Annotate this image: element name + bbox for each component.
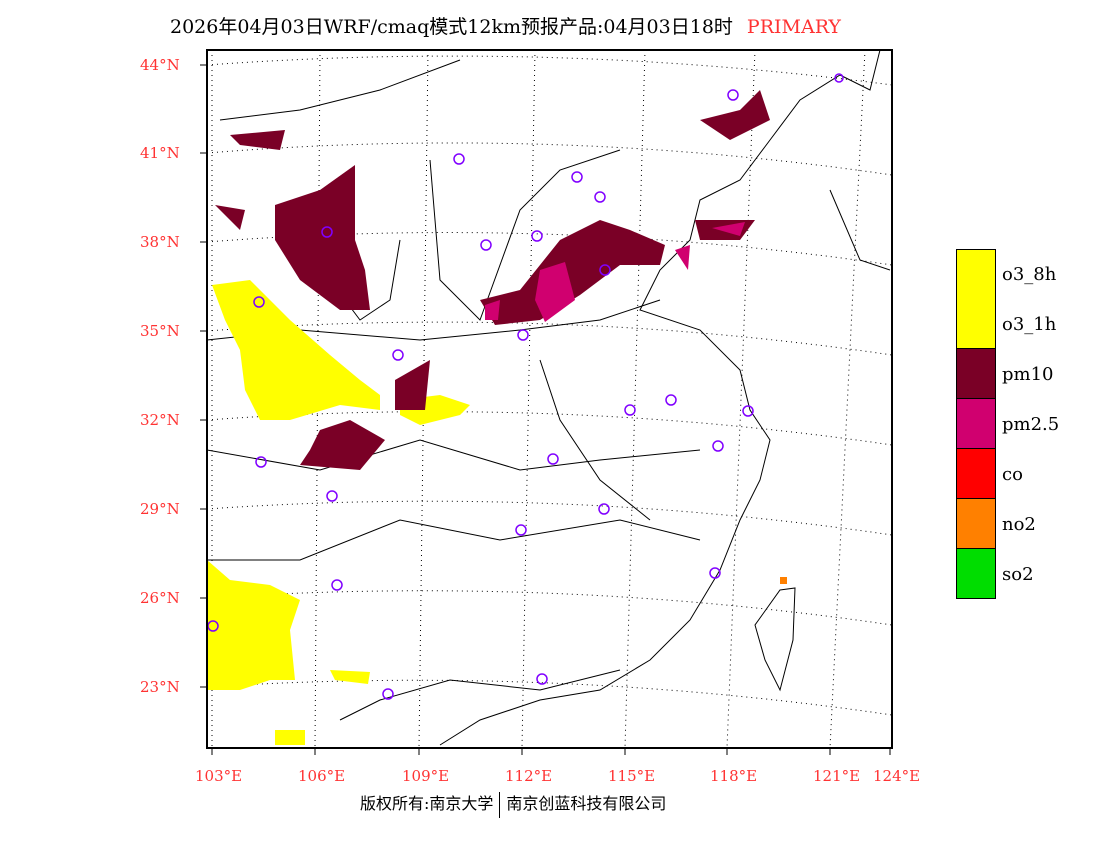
legend: o3_8h o3_1h pm10 pm2.5 co no2 so2	[956, 248, 1059, 599]
lat-label: 41°N	[140, 144, 180, 162]
lat-label: 44°N	[140, 56, 180, 74]
legend-swatch	[956, 399, 996, 449]
product-label: PRIMARY	[746, 16, 841, 38]
legend-swatch	[956, 499, 996, 549]
axis-ticks	[200, 64, 891, 755]
lat-label: 32°N	[140, 411, 180, 429]
copyright-right: 南京创蓝科技有限公司	[506, 794, 667, 813]
pm25-regions	[485, 222, 745, 322]
legend-label: pm10	[1002, 363, 1054, 385]
legend-item-pm10: pm10	[956, 349, 1059, 399]
lat-label: 23°N	[140, 678, 180, 696]
copyright-footer: 版权所有:南京大学 南京创蓝科技有限公司	[360, 790, 666, 818]
legend-label: so2	[1002, 563, 1034, 585]
lon-label: 112°E	[505, 767, 553, 785]
footer-divider	[499, 791, 501, 818]
legend-swatch	[956, 349, 996, 399]
legend-item-pm25: pm2.5	[956, 399, 1059, 449]
legend-item-co: co	[956, 449, 1059, 499]
no2-patch	[780, 577, 787, 584]
o3-regions	[207, 280, 470, 745]
legend-label: co	[1002, 463, 1023, 485]
legend-label: o3_1h	[1002, 313, 1057, 335]
lon-label: 121°E	[813, 767, 861, 785]
legend-item-no2: no2	[956, 499, 1059, 549]
legend-label: o3_8h	[1002, 263, 1057, 285]
legend-swatch	[956, 299, 996, 349]
lat-label: 29°N	[140, 500, 180, 518]
map-title: 2026年04月03日WRF/cmaq模式12km预报产品:04月03日18时 P…	[170, 12, 841, 39]
pm10-regions	[215, 90, 770, 470]
lat-label: 35°N	[140, 322, 180, 340]
lon-label: 106°E	[298, 767, 346, 785]
legend-swatch	[956, 248, 996, 300]
lon-label: 124°E	[873, 767, 921, 785]
copyright-left: 版权所有:南京大学	[360, 794, 494, 813]
city-markers	[207, 73, 844, 700]
lat-label: 38°N	[140, 233, 180, 251]
lon-label: 103°E	[195, 767, 243, 785]
lon-label: 109°E	[402, 767, 450, 785]
legend-label: no2	[1002, 513, 1036, 535]
legend-swatch	[956, 449, 996, 499]
legend-item-o3-1h: o3_1h	[956, 299, 1059, 349]
map-frame	[206, 49, 893, 749]
lat-label: 26°N	[140, 589, 180, 607]
legend-item-o3-8h: o3_8h	[956, 248, 1059, 300]
legend-item-so2: so2	[956, 549, 1059, 599]
lon-label: 115°E	[608, 767, 656, 785]
title-text: 2026年04月03日WRF/cmaq模式12km预报产品:04月03日18时	[170, 16, 733, 38]
legend-swatch	[956, 549, 996, 599]
lon-label: 118°E	[710, 767, 758, 785]
legend-label: pm2.5	[1002, 413, 1060, 435]
